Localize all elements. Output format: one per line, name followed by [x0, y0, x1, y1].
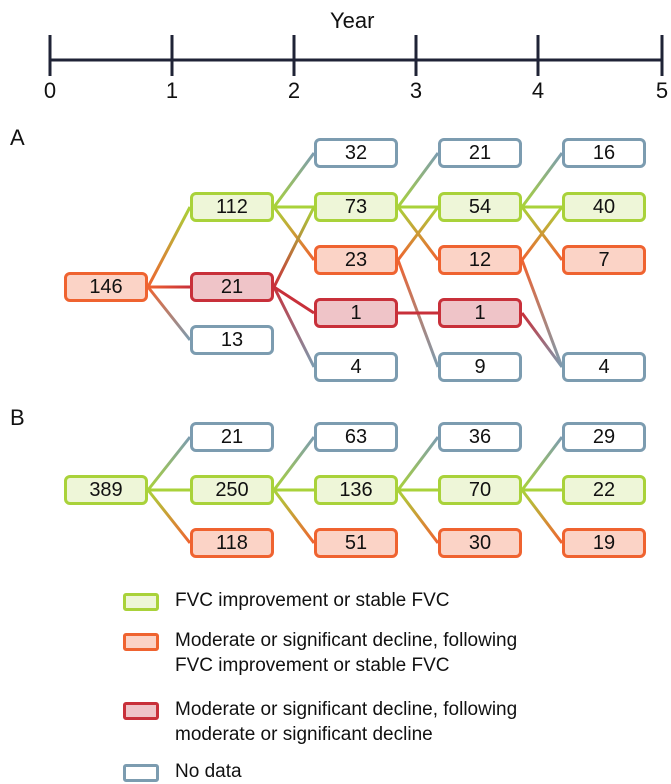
transition-link [396, 152, 440, 208]
patient-count-node: 51 [314, 528, 398, 558]
panel-a-label: A [10, 125, 25, 150]
transition-link [396, 206, 440, 261]
legend-swatch-red [123, 702, 159, 720]
transition-link [396, 436, 440, 491]
timeline-tick-label: 2 [287, 78, 301, 103]
legend-swatch-orange [123, 633, 159, 651]
transition-link [272, 152, 316, 208]
patient-count-node: 12 [438, 245, 522, 275]
transition-link [272, 206, 316, 288]
patient-count-node: 29 [562, 422, 646, 452]
legend-entry-text: Moderate or significant decline, followi… [175, 628, 517, 678]
legend-entry-line: FVC improvement or stable FVC [175, 590, 450, 611]
transition-link [520, 259, 564, 368]
patient-count-node: 21 [190, 272, 274, 302]
transition-link [146, 489, 192, 544]
transition-link [272, 286, 316, 368]
patient-count-node: 136 [314, 475, 398, 505]
timeline-tick-label: 4 [531, 78, 545, 103]
legend-entry-line: Moderate or significant decline, followi… [175, 699, 518, 720]
legend-entry-text: No data [175, 759, 242, 784]
timeline-tick-label: 5 [655, 78, 669, 103]
patient-count-node: 32 [314, 138, 398, 168]
patient-count-node: 40 [562, 192, 646, 222]
transition-link [272, 206, 316, 261]
legend-entry-line: Moderate or significant decline, followi… [175, 630, 518, 651]
legend-entry-line: FVC improvement or stable FVC [175, 655, 450, 676]
patient-count-node: 9 [438, 352, 522, 382]
patient-count-node: 4 [562, 352, 646, 382]
patient-count-node: 389 [64, 475, 148, 505]
transition-link [520, 436, 564, 491]
transition-link [146, 206, 192, 288]
patient-count-node: 63 [314, 422, 398, 452]
transition-link [272, 436, 316, 491]
transition-link [273, 285, 315, 315]
patient-count-node: 250 [190, 475, 274, 505]
timeline-tick-label: 0 [43, 78, 57, 103]
patient-count-node: 118 [190, 528, 274, 558]
legend-swatch-blue [123, 764, 159, 782]
transition-link [520, 312, 564, 368]
patient-count-node: 73 [314, 192, 398, 222]
patient-count-node: 4 [314, 352, 398, 382]
patient-count-node: 23 [314, 245, 398, 275]
transition-link [520, 152, 564, 208]
legend-entry-text: FVC improvement or stable FVC [175, 588, 450, 613]
patient-count-node: 30 [438, 528, 522, 558]
transition-link [396, 489, 440, 544]
patient-count-node: 146 [64, 272, 148, 302]
patient-count-node: 7 [562, 245, 646, 275]
timeline-tick-label: 1 [165, 78, 179, 103]
patient-count-node: 13 [190, 325, 274, 355]
patient-count-node: 54 [438, 192, 522, 222]
patient-count-node: 21 [190, 422, 274, 452]
transition-link [146, 436, 192, 491]
legend-entry-line: moderate or significant decline [175, 724, 433, 745]
patient-count-node: 1 [438, 298, 522, 328]
patient-count-node: 36 [438, 422, 522, 452]
patient-count-node: 22 [562, 475, 646, 505]
patient-count-node: 21 [438, 138, 522, 168]
timeline-tick-label: 3 [409, 78, 423, 103]
patient-count-node: 70 [438, 475, 522, 505]
transition-link [520, 489, 564, 544]
transition-link [146, 286, 192, 341]
patient-count-node: 19 [562, 528, 646, 558]
transition-link [520, 206, 564, 261]
patient-count-node: 16 [562, 138, 646, 168]
timeline-title: Year [330, 8, 375, 33]
patient-count-node: 1 [314, 298, 398, 328]
legend-entry-text: Moderate or significant decline, followi… [175, 697, 517, 747]
legend-entry-line: No data [175, 761, 242, 782]
patient-count-node: 112 [190, 192, 274, 222]
legend-swatch-green [123, 593, 159, 611]
panel-b-label: B [10, 405, 25, 430]
transition-link [272, 489, 316, 544]
